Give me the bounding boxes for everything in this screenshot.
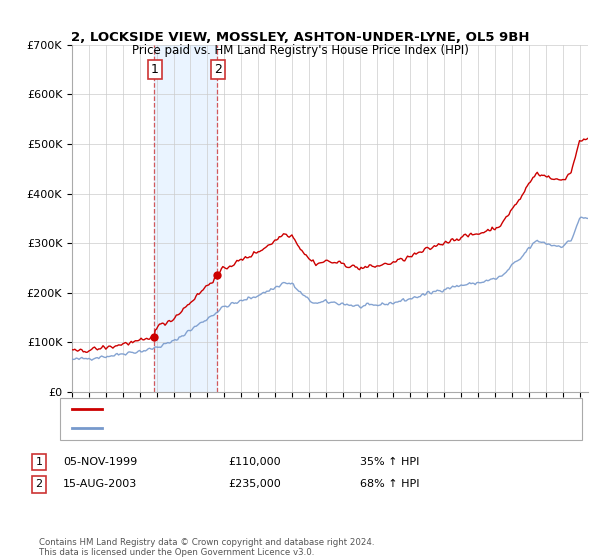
Text: 1: 1 — [151, 63, 158, 76]
Text: 2: 2 — [214, 63, 222, 76]
Text: 1: 1 — [35, 457, 43, 467]
Text: 68% ↑ HPI: 68% ↑ HPI — [360, 479, 419, 489]
Text: £110,000: £110,000 — [228, 457, 281, 467]
Text: 35% ↑ HPI: 35% ↑ HPI — [360, 457, 419, 467]
Text: Price paid vs. HM Land Registry's House Price Index (HPI): Price paid vs. HM Land Registry's House … — [131, 44, 469, 57]
Text: 2: 2 — [35, 479, 43, 489]
Text: £235,000: £235,000 — [228, 479, 281, 489]
Text: Contains HM Land Registry data © Crown copyright and database right 2024.
This d: Contains HM Land Registry data © Crown c… — [39, 538, 374, 557]
Text: 2, LOCKSIDE VIEW, MOSSLEY, ASHTON-UNDER-LYNE, OL5 9BH (detached house): 2, LOCKSIDE VIEW, MOSSLEY, ASHTON-UNDER-… — [108, 404, 507, 414]
Bar — [154, 45, 217, 392]
Text: 15-AUG-2003: 15-AUG-2003 — [63, 479, 137, 489]
Text: 05-NOV-1999: 05-NOV-1999 — [63, 457, 137, 467]
Text: HPI: Average price, detached house, Tameside: HPI: Average price, detached house, Tame… — [108, 423, 339, 433]
Text: 2, LOCKSIDE VIEW, MOSSLEY, ASHTON-UNDER-LYNE, OL5 9BH: 2, LOCKSIDE VIEW, MOSSLEY, ASHTON-UNDER-… — [71, 31, 529, 44]
